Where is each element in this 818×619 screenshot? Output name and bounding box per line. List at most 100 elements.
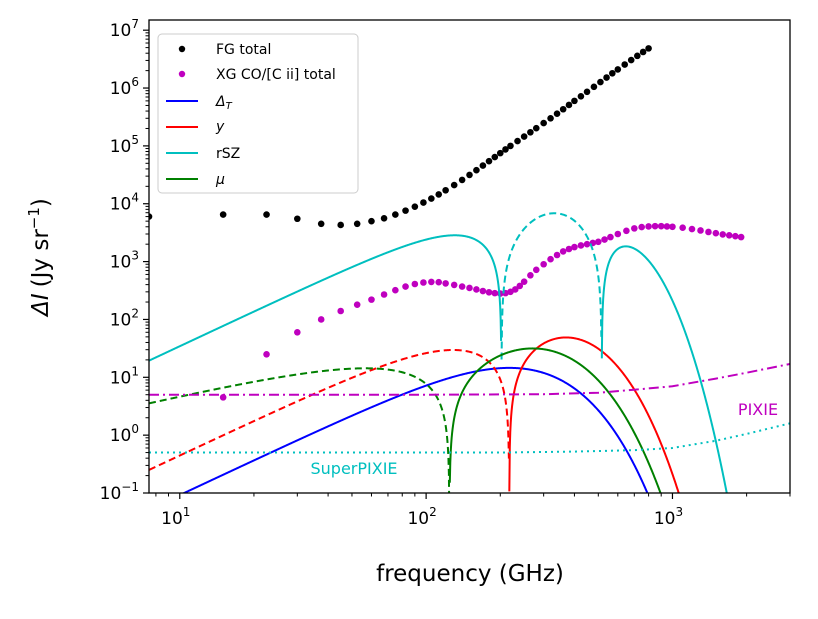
point-fg-total — [402, 207, 409, 214]
point-fg-total — [603, 74, 610, 81]
point-fg-total — [496, 149, 504, 157]
point-fg-total — [473, 166, 480, 174]
superpixie-annotation: SuperPIXIE — [310, 459, 397, 478]
point-xg-co-c-ii-total — [479, 287, 487, 295]
y-tick-label: 100 — [110, 422, 139, 446]
point-fg-total — [609, 69, 616, 77]
point-fg-total — [219, 211, 227, 218]
y-tick-label: 107 — [110, 17, 139, 41]
point-xg-co-c-ii-total — [402, 283, 409, 290]
point-xg-co-c-ii-total — [657, 222, 665, 230]
point-xg-co-c-ii-total — [651, 222, 659, 230]
point-fg-total — [435, 191, 443, 198]
point-fg-total — [507, 142, 514, 150]
point-fg-total — [337, 221, 344, 229]
y-tick-label: 10−1 — [100, 480, 139, 504]
point-fg-total — [392, 211, 399, 218]
point-xg-co-c-ii-total — [458, 283, 466, 290]
x-tick-label: 102 — [407, 505, 436, 529]
y-axis-label-symbol: ΔI — [28, 293, 54, 318]
point-xg-co-c-ii-total — [491, 289, 499, 297]
point-xg-co-c-ii-total — [645, 223, 652, 230]
y-axis-label-units-exp: −1 — [25, 207, 43, 229]
point-xg-co-c-ii-total — [679, 224, 686, 232]
line-t-positive — [181, 366, 649, 493]
y-axis-label: ΔI (Jy sr−1) — [25, 198, 54, 318]
point-xg-co-c-ii-total — [520, 278, 528, 285]
point-fg-total — [428, 195, 435, 202]
point-xg-co-c-ii-total — [485, 288, 493, 296]
point-xg-co-c-ii-total — [428, 278, 435, 286]
point-fg-total — [317, 220, 325, 228]
point-xg-co-c-ii-total — [337, 307, 344, 315]
point-xg-co-c-ii-total — [442, 280, 449, 287]
line-rsz-positive — [149, 234, 728, 493]
point-fg-total — [411, 203, 419, 210]
point-xg-co-c-ii-total — [294, 328, 301, 336]
point-fg-total — [294, 215, 301, 223]
point-xg-co-c-ii-total — [583, 240, 591, 248]
y-tick-label: 106 — [110, 75, 139, 99]
point-fg-total — [597, 78, 604, 86]
point-fg-total — [639, 48, 647, 56]
point-fg-total — [634, 52, 641, 60]
point-xg-co-c-ii-total — [638, 223, 645, 231]
point-xg-co-c-ii-total — [420, 279, 427, 286]
point-xg-co-c-ii-total — [577, 242, 585, 249]
point-fg-total — [527, 128, 534, 136]
point-xg-co-c-ii-total — [705, 228, 712, 236]
line-superpixie — [149, 422, 790, 454]
point-fg-total — [547, 114, 554, 122]
point-fg-total — [450, 181, 458, 189]
point-fg-total — [645, 45, 652, 52]
point-fg-total — [577, 92, 585, 100]
y-tick-label: 105 — [110, 133, 139, 157]
point-xg-co-c-ii-total — [516, 282, 524, 290]
point-xg-co-c-ii-total — [732, 232, 739, 240]
point-xg-co-c-ii-total — [737, 233, 745, 241]
point-fg-total — [540, 119, 547, 127]
point-xg-co-c-ii-total — [719, 231, 727, 238]
point-fg-total — [502, 146, 509, 153]
legend-label-xg-total: XG CO/[C ii] total — [216, 67, 336, 83]
legend-marker-fg-total — [178, 45, 186, 53]
point-xg-co-c-ii-total — [392, 286, 399, 294]
series-layer — [149, 45, 790, 493]
legend-marker-xg-total — [178, 70, 186, 78]
point-xg-co-c-ii-total — [631, 225, 638, 232]
point-fg-total — [149, 213, 153, 220]
point-xg-co-c-ii-total — [725, 231, 733, 239]
point-xg-co-c-ii-total — [697, 227, 704, 234]
point-xg-co-c-ii-total — [473, 286, 480, 293]
legend-label-y: y — [215, 119, 225, 135]
point-fg-total — [520, 133, 528, 140]
point-xg-co-c-ii-total — [435, 278, 443, 286]
x-axis-label: frequency (GHz) — [376, 561, 564, 587]
y-tick-label: 104 — [110, 191, 139, 215]
legend-label-rsz: rSZ — [216, 146, 240, 162]
point-xg-co-c-ii-total — [607, 233, 614, 241]
point-xg-co-c-ii-total — [601, 236, 608, 243]
line-series-positive — [448, 347, 662, 493]
point-fg-total — [380, 215, 388, 222]
point-fg-total — [565, 101, 573, 109]
point-fg-total — [479, 162, 487, 169]
point-xg-co-c-ii-total — [263, 350, 270, 358]
point-xg-co-c-ii-total — [547, 255, 554, 263]
point-xg-co-c-ii-total — [614, 230, 622, 238]
x-tick-label: 101 — [161, 505, 190, 529]
y-tick-label: 101 — [110, 364, 139, 388]
y-tick-label: 103 — [110, 249, 139, 273]
y-tick-label: 102 — [110, 306, 139, 330]
x-tick-label: 103 — [654, 505, 683, 529]
line-series-negative — [149, 367, 451, 493]
point-xg-co-c-ii-total — [565, 245, 573, 253]
legend-label-fg-total: FG total — [216, 42, 271, 58]
point-fg-total — [514, 137, 521, 145]
point-xg-co-c-ii-total — [411, 280, 419, 288]
point-fg-total — [353, 220, 361, 228]
point-fg-total — [590, 83, 598, 91]
point-fg-total — [559, 105, 567, 113]
y-axis-label-units: (Jy sr — [28, 229, 54, 288]
